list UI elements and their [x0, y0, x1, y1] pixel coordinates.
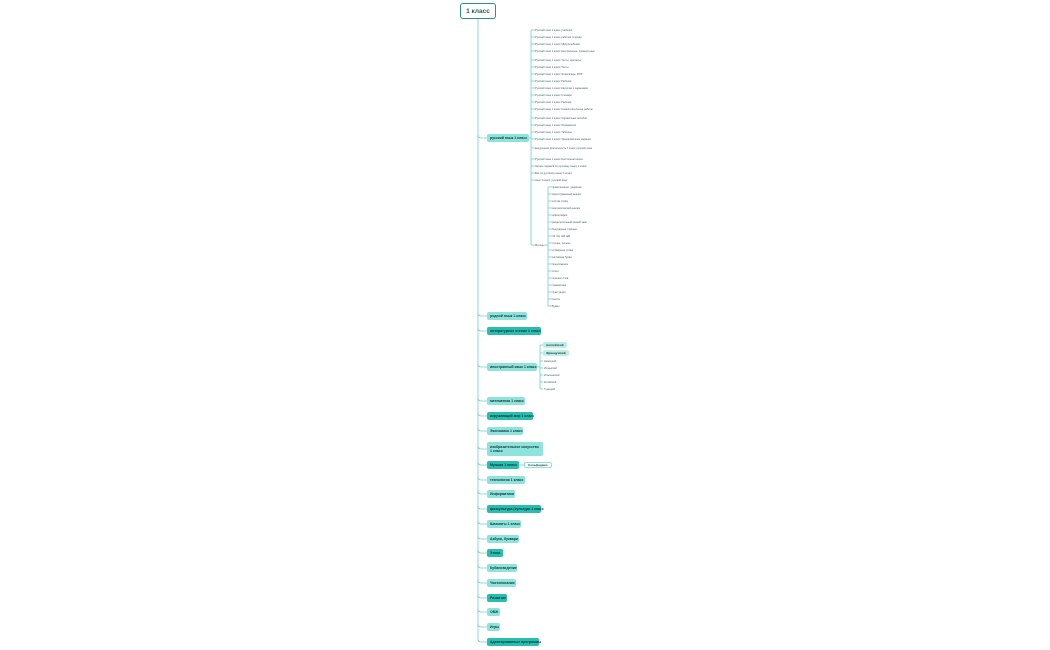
connector-branch	[477, 490, 487, 495]
russian-leaf-6[interactable]: Русский язык 1 класс Олимпиады, ВПР	[535, 72, 583, 76]
branch-node-20[interactable]: Адаптированные программы	[487, 638, 541, 646]
russian-leaf-14[interactable]: Русский язык 1 класс Таблицы	[535, 130, 572, 134]
misc-leaf-5[interactable]: разделительный мягкий знак	[552, 220, 587, 224]
russian-leaf-20[interactable]: язык 1 класс, русский язык	[535, 178, 568, 182]
russian-leaf-4[interactable]: Русский язык 1 класс Тесты, диктанты	[535, 58, 582, 62]
russian-leaf-12[interactable]: Русский язык 1 класс Справочные пособия	[535, 116, 587, 120]
branch-node-10[interactable]: Информатика	[487, 490, 515, 498]
foreign-leaf-1[interactable]: Испанский	[544, 366, 557, 370]
branch-node-15[interactable]: Кубановедение	[487, 564, 517, 572]
foreign-leaf-3[interactable]: Китайский	[544, 380, 557, 384]
connector-branch	[477, 564, 487, 569]
russian-leaf-8[interactable]: Русский язык 1 класс Карточки с заданиям…	[535, 86, 588, 90]
misc-leaf-12[interactable]: слоги	[552, 269, 559, 273]
russian-leaf-17[interactable]: Русский язык 1 класс Настольная книга	[535, 157, 583, 161]
branch-node-1[interactable]: родной язык 1 класс	[487, 312, 527, 320]
misc-leaf-6[interactable]: безударные гласные	[552, 227, 577, 231]
russian-leaf-9[interactable]: Русский язык 1 класс Словари	[535, 93, 572, 97]
music-child-node[interactable]: Сольфеджио	[524, 462, 552, 468]
misc-leaf-10[interactable]: заглавная буква	[552, 255, 572, 259]
connector-branch	[477, 594, 487, 599]
branch-node-6[interactable]: Экономика 1 класс	[487, 427, 523, 435]
branch-node-11[interactable]: физкультура (культура 1 класс	[487, 505, 544, 513]
russian-leaf-15[interactable]: Русский язык 1 класс Тренировочные задан…	[535, 137, 591, 141]
branch-node-18[interactable]: ОБЖ	[487, 608, 500, 616]
connector-branch	[477, 638, 487, 643]
misc-leaf-4[interactable]: орфография	[552, 213, 568, 217]
misc-leaf-0[interactable]: правописание, ударение	[552, 185, 582, 189]
foreign-leaf-4[interactable]: Турецкий	[544, 387, 556, 391]
connector-branch	[477, 461, 487, 466]
connector-branch	[477, 608, 487, 613]
russian-leaf-3[interactable]: Русский язык 1 класс Контрольные, провер…	[535, 49, 595, 53]
connector-branch	[477, 327, 487, 332]
russian-leaf-16[interactable]: внеурочная деятельность 1 класс русский …	[535, 146, 593, 150]
connector-branch	[477, 623, 487, 628]
connector-branch	[477, 427, 487, 432]
connector-branch	[477, 445, 487, 450]
misc-leaf-1[interactable]: звуко-буквенный анализ	[552, 192, 582, 196]
misc-leaf-9[interactable]: словарные слова	[552, 248, 574, 252]
connector-branch	[477, 535, 487, 540]
connector-branch	[477, 476, 487, 481]
branch-node-17[interactable]: Развитие	[487, 594, 507, 602]
russian-leaf-0[interactable]: Русский язык 1 класс учебники	[535, 28, 573, 32]
russian-leaf-1[interactable]: Русский язык 1 класс рабочие тетради	[535, 35, 582, 39]
misc-leaf-11[interactable]: предложение	[552, 262, 569, 266]
misc-leaf-7[interactable]: ЧК ЧН, ЖИ ШИ	[552, 234, 571, 238]
branch-node-9[interactable]: технология 1 класс	[487, 476, 525, 484]
connector-branch	[477, 397, 487, 402]
russian-leaf-5[interactable]: Русский язык 1 класс Тесты	[535, 65, 569, 69]
branch-node-16[interactable]: Чистописание	[487, 579, 516, 587]
foreign-leaf-0[interactable]: Немецкий	[544, 359, 557, 363]
misc-leaf-8[interactable]: чтение, письмо	[552, 241, 571, 245]
foreign-subnode-1[interactable]: Французский	[543, 350, 569, 356]
branch-node-5[interactable]: окружающий мир 1 класс	[487, 412, 534, 420]
misc-leaf-15[interactable]: пунктуация	[552, 290, 566, 294]
branch-node-2[interactable]: литературное чтение 1 класс	[487, 327, 541, 335]
branch-node-14[interactable]: Этика	[487, 549, 503, 557]
connector-branch	[477, 363, 487, 368]
russian-leaf-18[interactable]: Летние задания по русскому языку 1 класс	[535, 164, 587, 168]
branch-node-7[interactable]: изобразительное искусство 1 класс	[487, 442, 543, 456]
connector-branch	[477, 579, 487, 584]
misc-leaf-14[interactable]: грамматика	[552, 283, 567, 287]
connector-branch	[477, 505, 487, 510]
russian-leaf-19[interactable]: Все по русскому языку 1 класс	[535, 171, 572, 175]
foreign-subnode-0[interactable]: Английский	[543, 342, 567, 348]
branch-node-19[interactable]: Игры	[487, 623, 500, 631]
misc-leaf-2[interactable]: состав слова	[552, 199, 568, 203]
branch-node-0[interactable]: русский язык 1 класс	[487, 134, 529, 142]
russian-leaf-11[interactable]: Русский язык 1 класс Самостоятельные раб…	[535, 107, 593, 111]
misc-leaf-3[interactable]: синтаксический анализ	[552, 206, 581, 210]
connector-branch	[477, 412, 487, 417]
branch-node-4[interactable]: математика 1 класс	[487, 397, 525, 405]
foreign-leaf-2[interactable]: Итальянский	[544, 373, 560, 377]
misc-group-label[interactable]: Методы	[535, 243, 545, 247]
misc-leaf-13[interactable]: перенос слов	[552, 276, 569, 280]
connector-branch	[477, 312, 487, 317]
branch-node-12[interactable]: Шахматы 1 класс	[487, 520, 521, 528]
branch-node-8[interactable]: Музыка 1 класс	[487, 461, 519, 469]
russian-leaf-2[interactable]: Русский язык 1 класс ГДЗ решебники	[535, 42, 580, 46]
branch-node-13[interactable]: Азбука, буквари	[487, 535, 519, 543]
russian-leaf-7[interactable]: Русский язык 1 класс Рабочие	[535, 79, 572, 83]
russian-leaf-13[interactable]: Русский язык 1 класс Упражнения	[535, 123, 576, 127]
misc-leaf-16[interactable]: тексты	[552, 297, 561, 301]
connector-branch	[477, 134, 487, 139]
branch-node-3[interactable]: иностранный язык 1 класс	[487, 363, 537, 371]
root-node[interactable]: 1 класс	[460, 3, 496, 19]
connector-branch	[477, 520, 487, 525]
connector-branch	[477, 549, 487, 554]
misc-leaf-17[interactable]: Буквы	[552, 304, 560, 308]
russian-leaf-10[interactable]: Русский язык 1 класс Рабочие	[535, 100, 572, 104]
